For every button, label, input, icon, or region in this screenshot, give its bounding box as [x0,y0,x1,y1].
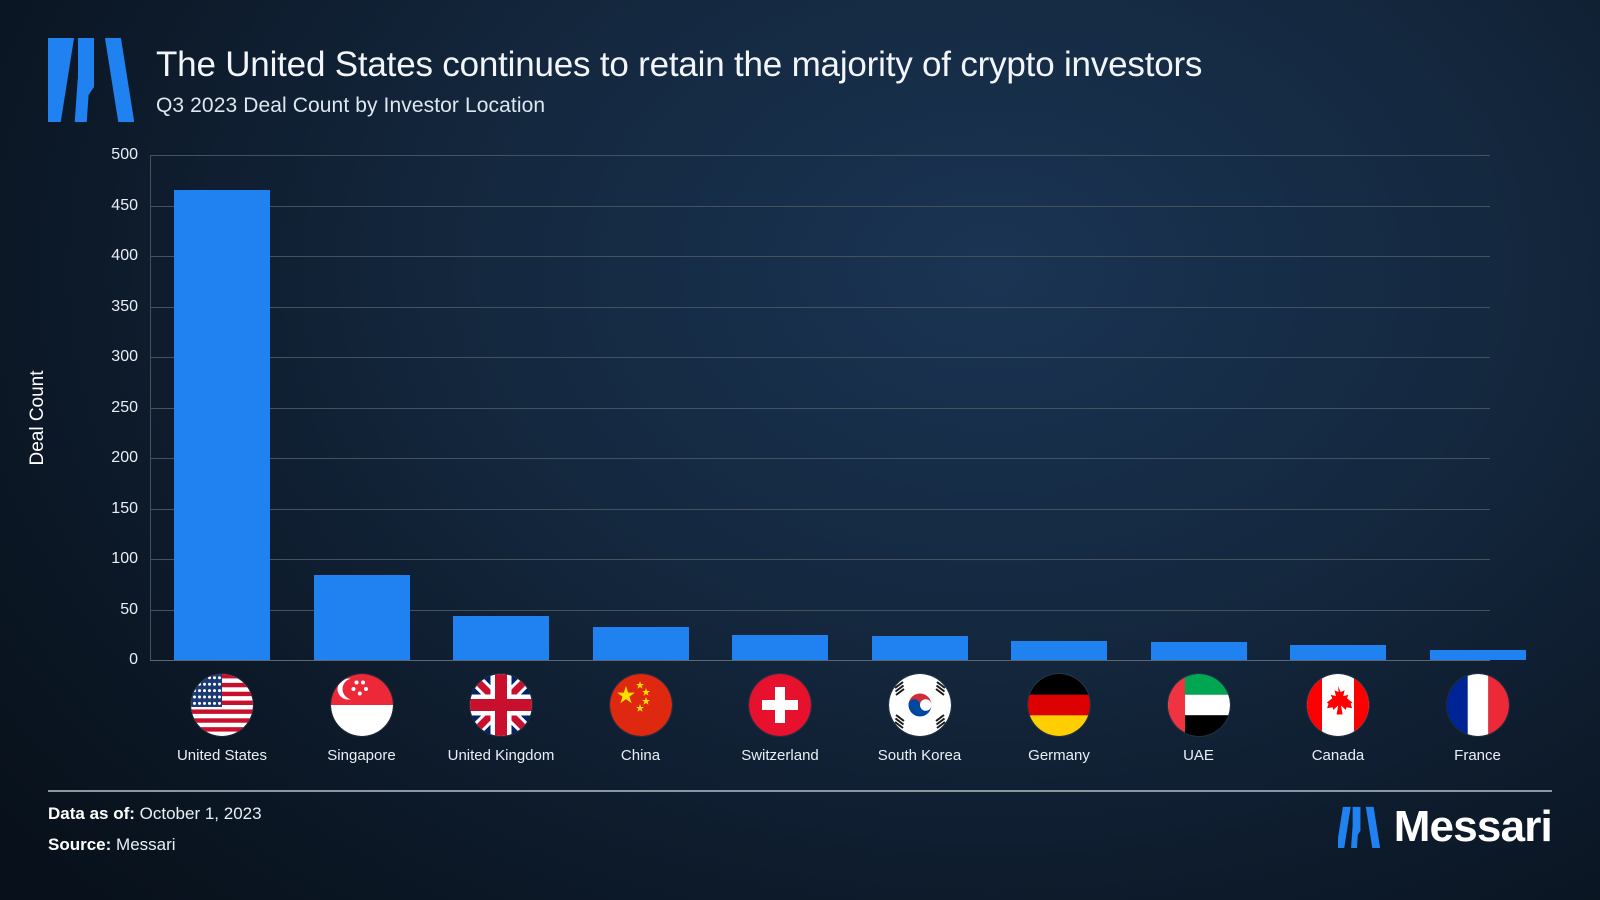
y-tick-label-250: 250 [111,398,138,416]
bar-china[interactable] [592,626,689,660]
gridline-350 [150,306,1490,308]
gridline-400 [150,256,1490,257]
y-tick-label-200: 200 [111,449,138,466]
category-singapore[interactable]: Singapore [292,674,432,764]
gridline-250 [150,407,1490,409]
flag-ae-icon [1167,674,1230,736]
y-tick-label-350: 350 [111,297,138,315]
gridline-500 [150,155,1490,156]
flag-ch-icon [749,674,811,736]
bar-united-states[interactable] [174,190,270,660]
source-value: Messari [116,835,176,854]
category-germany[interactable]: Germany [989,674,1129,764]
header-text: The United States continues to retain th… [156,32,1202,118]
category-label-united-kingdom: United Kingdom [447,747,555,764]
y-tick-label-100: 100 [111,550,138,567]
bar-south-korea[interactable] [871,635,968,660]
category-united-states[interactable]: United States [152,674,292,764]
y-tick-label-500: 500 [111,146,138,163]
category-label-singapore: Singapore [327,747,396,764]
data-as-of-value: October 1, 2023 [139,804,262,823]
category-united-kingdom[interactable]: United Kingdom [431,674,571,764]
category-switzerland[interactable]: Switzerland [710,674,850,764]
flag-us-icon [191,674,253,736]
flag-cn-icon [609,674,672,736]
messari-m-logo-icon [1336,804,1380,850]
category-label-china: China [620,747,661,764]
category-canada[interactable]: Canada [1268,674,1408,764]
header: The United States continues to retain th… [35,32,1202,128]
page-subtitle: Q3 2023 Deal Count by Investor Location [156,93,546,117]
gridline-300 [150,357,1490,358]
flag-gb-icon [470,674,532,736]
category-label-germany: Germany [1028,747,1090,764]
flag-de-icon [1028,674,1090,736]
data-as-of-line: Data as of: October 1, 2023 [48,798,262,829]
footer-meta: Data as of: October 1, 2023 Source: Mess… [48,798,262,860]
bar-uae[interactable] [1150,641,1247,660]
category-south-korea[interactable]: South Korea [850,674,990,764]
gridline-150 [150,508,1490,510]
bar-germany[interactable] [1011,640,1107,660]
category-label-south-korea: South Korea [877,747,962,764]
y-tick-label-300: 300 [111,348,138,365]
category-label-france: France [1454,747,1501,764]
y-tick-label-150: 150 [111,499,138,517]
flag-ca-icon [1307,674,1369,736]
footer-brand: Messari [1336,802,1553,851]
category-france[interactable]: France [1408,674,1548,764]
y-tick-label-450: 450 [111,196,138,214]
gridline-0 [150,660,1490,661]
source-label: Source: [48,835,112,854]
flag-kr-icon [888,674,951,736]
page-title: The United States continues to retain th… [156,45,1203,84]
category-china[interactable]: China [571,674,711,764]
brand-wordmark: Messari [1393,802,1553,851]
bar-united-kingdom[interactable] [453,615,549,660]
y-tick-label-0: 0 [129,651,138,668]
category-label-united-states: United States [176,747,268,764]
bar-singapore[interactable] [313,575,410,660]
y-tick-label-400: 400 [111,247,138,264]
data-as-of-label: Data as of: [48,804,135,823]
bar-france[interactable] [1429,649,1526,660]
gridline-50 [150,609,1490,611]
y-tick-label-50: 50 [120,600,138,618]
y-axis-title: Deal Count [27,370,48,466]
bar-switzerland[interactable] [732,634,828,660]
flag-fr-icon [1446,674,1509,736]
category-uae[interactable]: UAE [1129,674,1269,764]
category-label-canada: Canada [1311,747,1365,764]
bar-canada[interactable] [1290,644,1386,660]
category-label-switzerland: Switzerland [741,747,819,764]
source-line: Source: Messari [48,829,262,860]
footer-divider [48,790,1552,792]
gridline-100 [150,559,1490,560]
gridline-450 [150,205,1490,207]
flag-sg-icon [330,674,393,736]
gridline-200 [150,458,1490,459]
category-label-uae: UAE [1183,747,1214,764]
